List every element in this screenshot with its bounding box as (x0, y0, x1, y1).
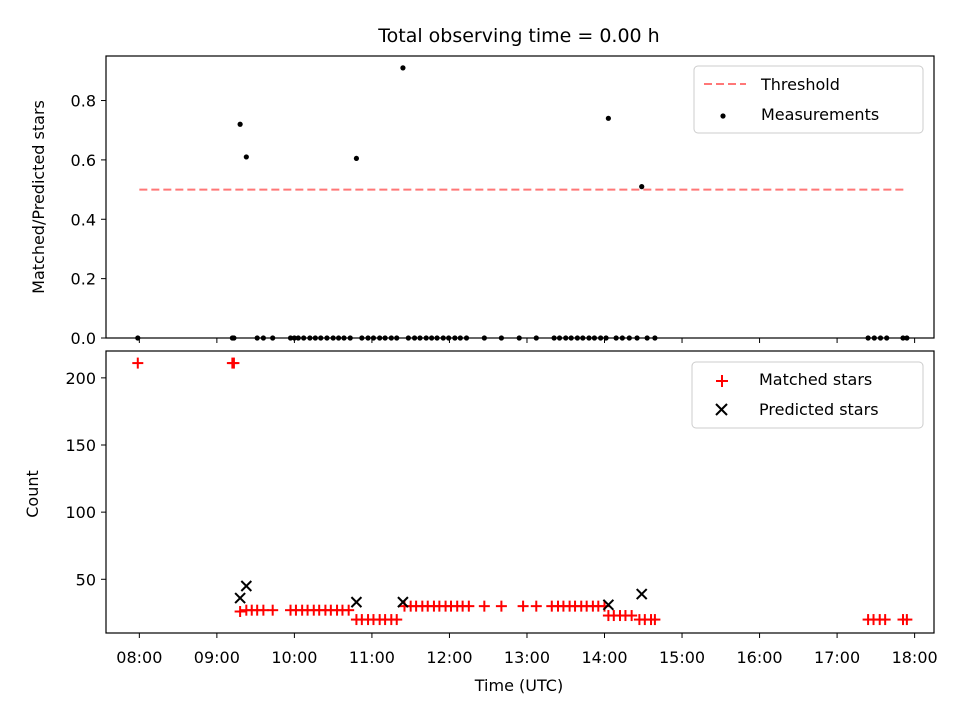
matched-stars-point (649, 614, 661, 626)
measurement-point (400, 65, 406, 71)
x-tick-label: 10:00 (271, 648, 317, 667)
y-tick-label: 150 (65, 436, 96, 455)
y-tick-label: 0.2 (71, 270, 96, 289)
y-tick-label: 100 (65, 503, 96, 522)
measurement-point (243, 154, 249, 160)
bottom-panel-marks (132, 357, 913, 626)
x-tick-label: 15:00 (659, 648, 705, 667)
predicted-stars-point (602, 599, 615, 611)
matched-stars-point (901, 614, 913, 626)
legend-measurements-swatch (720, 113, 726, 119)
measurement-point (237, 121, 243, 127)
predicted-stars-point (350, 596, 363, 608)
predicted-stars-point (234, 592, 246, 604)
matched-stars-point (626, 610, 638, 622)
matched-stars-point (132, 357, 144, 369)
measurement-point (639, 184, 645, 190)
matched-stars-point (267, 604, 279, 616)
top-panel-frame (105, 55, 935, 339)
legend-predicted-swatch (715, 403, 728, 416)
matched-stars-point (463, 600, 475, 612)
x-tick-label: 17:00 (814, 648, 860, 667)
x-tick-label: 08:00 (116, 648, 162, 667)
matched-stars-point (478, 600, 490, 612)
bottom-panel-frame (105, 350, 935, 634)
matched-stars-point (879, 614, 891, 626)
x-tick-label: 12:00 (426, 648, 472, 667)
x-tick-label: 11:00 (349, 648, 395, 667)
matched-stars-point (228, 357, 240, 369)
matched-stars-point (257, 604, 269, 616)
legend-matched-swatch (716, 375, 728, 387)
y-tick-label: 0.4 (71, 210, 96, 229)
predicted-stars-point (636, 588, 648, 600)
legend-measurements-label: Measurements (761, 105, 879, 124)
measurement-point (605, 115, 611, 121)
matched-stars-point (517, 600, 529, 612)
x-tick-label: 14:00 (581, 648, 627, 667)
y-tick-label: 50 (76, 570, 96, 589)
bottom-panel-ticks: 08:00 09:00 10:00 11:00 12:00 13:00 14:00 15:00… (65, 369, 937, 667)
matched-stars-point (343, 604, 355, 616)
x-tick-label: 13:00 (504, 648, 550, 667)
matched-stars-point (234, 606, 246, 618)
x-axis-label: Time (UTC) (474, 676, 563, 695)
bottom-legend-box (691, 361, 924, 429)
x-tick-label: 16:00 (737, 648, 783, 667)
bottom-panel: 08:00 09:00 10:00 11:00 12:00 13:00 14:00 15:00… (23, 350, 938, 695)
x-tick-label: 18:00 (892, 648, 938, 667)
predicted-stars-point (240, 580, 253, 592)
legend-matched-label: Matched stars (759, 370, 872, 389)
measurement-point (353, 155, 360, 162)
top-panel: 0.00.20.40.60.8 Matched/Predicted stars … (29, 55, 935, 348)
y-tick-label: 200 (65, 369, 96, 388)
top-panel-ticks: 0.0 0.2 0.4 0.6 0.8 (71, 92, 916, 348)
legend-predicted-label: Predicted stars (759, 400, 879, 419)
y-tick-label: 0.8 (71, 92, 96, 111)
matched-stars-point (391, 614, 403, 626)
x-tick-label: 09:00 (194, 648, 240, 667)
bottom-panel-legend: Matched stars Predicted stars (691, 361, 924, 429)
legend-threshold-label: Threshold (760, 75, 840, 94)
chart-title: Total observing time = 0.00 h (377, 25, 659, 47)
predicted-stars-point (397, 596, 409, 608)
y-tick-label: 0.6 (71, 151, 96, 170)
matched-stars-point (530, 600, 542, 612)
bottom-panel-ylabel: Count (23, 470, 42, 518)
top-panel-legend: Threshold Measurements (693, 65, 924, 134)
matched-stars-point (495, 600, 507, 612)
y-tick-label: 0.0 (71, 329, 96, 348)
top-legend-box (693, 65, 924, 134)
top-panel-ylabel: Matched/Predicted stars (29, 100, 48, 294)
